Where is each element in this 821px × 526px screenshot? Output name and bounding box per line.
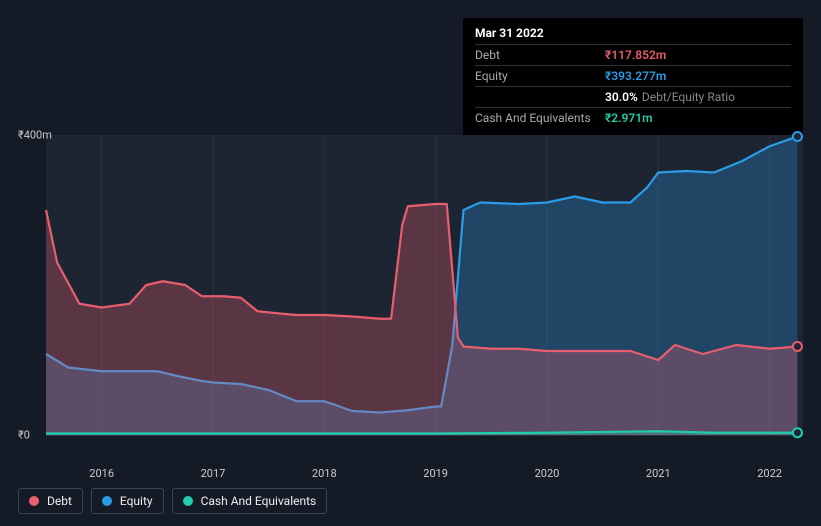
x-tick-label: 2019 [423,467,448,480]
tooltip-row: Equity₹393.277m [475,65,791,86]
chart: ₹0₹400m 2016201720182019202020212022 [18,125,803,465]
tooltip-row: 30.0%Debt/Equity Ratio [475,86,791,107]
legend-label: Cash And Equivalents [201,494,317,508]
tooltip-row-value: ₹117.852m [605,48,666,62]
x-tick-label: 2018 [312,467,337,480]
legend-item[interactable]: Cash And Equivalents [172,488,328,514]
tooltip-date: Mar 31 2022 [475,26,791,44]
tooltip-row-label: Cash And Equivalents [475,111,605,125]
x-axis-labels: 2016 2017 2018 2019 2020 2021 2022 [18,465,803,485]
legend-item[interactable]: Equity [91,488,164,514]
chart-legend: Debt Equity Cash And Equivalents [18,488,327,514]
legend-item[interactable]: Debt [18,488,83,514]
legend-label: Equity [120,494,153,508]
tooltip-row: Debt₹117.852m [475,44,791,65]
tooltip-row-value: 30.0%Debt/Equity Ratio [605,90,735,104]
tooltip-row-label: Equity [475,69,605,83]
x-tick-label: 2022 [757,467,782,480]
x-tick-label: 2016 [89,467,114,480]
x-tick-label: 2017 [201,467,226,480]
chart-tooltip: Mar 31 2022 Debt₹117.852mEquity₹393.277m… [463,18,803,136]
tooltip-row-label: Debt [475,48,605,62]
legend-dot-icon [102,496,112,506]
legend-dot-icon [29,496,39,506]
legend-label: Debt [47,494,72,508]
legend-dot-icon [183,496,193,506]
tooltip-row-extra: Debt/Equity Ratio [642,90,735,104]
tooltip-row-label [475,90,605,104]
x-tick-label: 2020 [535,467,560,480]
tooltip-row-value: ₹393.277m [605,69,666,83]
tooltip-row-value: ₹2.971m [605,111,653,125]
x-tick-label: 2021 [646,467,671,480]
chart-svg [18,125,803,465]
